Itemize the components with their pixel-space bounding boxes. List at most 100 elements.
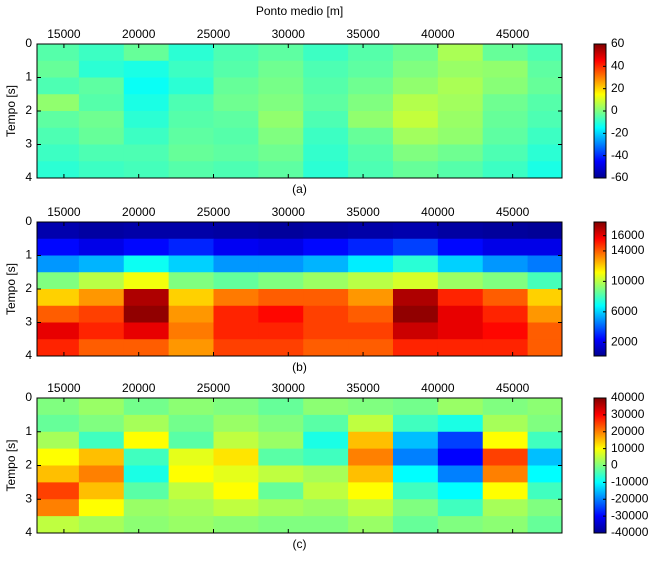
heat-cell (348, 516, 394, 534)
heat-cell (392, 60, 439, 78)
heat-cell (213, 516, 259, 534)
y-tick-label: 0 (25, 214, 32, 228)
x-tick-label: 40000 (421, 27, 455, 41)
colorbar-tick-label: 6000 (611, 304, 638, 318)
heat-cell (482, 339, 529, 357)
heat-cell (437, 289, 484, 307)
x-tick-label: 20000 (122, 27, 156, 41)
heat-cell (213, 272, 259, 290)
heat-cell (527, 339, 563, 357)
x-tick-label: 35000 (346, 27, 380, 41)
heat-cell (123, 322, 170, 340)
heat-cell (482, 77, 529, 95)
heat-cell (168, 482, 214, 500)
heat-cell (527, 499, 563, 517)
heat-cell (168, 161, 214, 179)
heat-cell (123, 222, 170, 240)
heat-cell (482, 499, 529, 517)
y-tick-label: 2 (25, 458, 32, 472)
heat-cell (78, 339, 125, 357)
heat-cell (437, 255, 484, 273)
heat-cell (213, 322, 259, 340)
heat-cell (303, 222, 349, 240)
heat-cell (482, 161, 529, 179)
heat-cell (348, 60, 394, 78)
heat-cell (348, 94, 394, 112)
heat-cell (78, 322, 125, 340)
heat-cell (437, 482, 484, 500)
heat-cell (213, 94, 259, 112)
heat-cell (437, 398, 484, 416)
heat-cell (123, 77, 170, 95)
heat-cell (78, 305, 125, 323)
heat-cell (258, 339, 304, 357)
heat-cell (303, 482, 349, 500)
y-axis-title: Tempo [s] (4, 439, 18, 491)
heat-cell (348, 222, 394, 240)
heat-cell (37, 77, 80, 95)
heat-cell (78, 144, 125, 162)
heat-cell (213, 238, 259, 256)
x-tick-label: 25000 (197, 381, 231, 395)
y-tick-label: 1 (25, 248, 32, 262)
heat-cell (78, 77, 125, 95)
heat-cell (392, 516, 439, 534)
colorbar-tick-label: 20000 (611, 424, 645, 438)
heat-cell (348, 465, 394, 483)
heat-cell (168, 60, 214, 78)
heat-cell (213, 398, 259, 416)
heat-cell (482, 272, 529, 290)
heat-cell (168, 144, 214, 162)
heat-cell (303, 289, 349, 307)
heat-cell (482, 238, 529, 256)
heat-cell (348, 44, 394, 62)
heat-cell (123, 60, 170, 78)
heat-cell (123, 448, 170, 466)
heat-cell (527, 161, 563, 179)
caption: (a) (292, 182, 307, 196)
colorbar-tick-label: 0 (611, 458, 618, 472)
heat-cell (213, 414, 259, 433)
heat-cell (258, 44, 304, 62)
heat-cell (213, 60, 259, 78)
colorbar-tick-label: -40000 (611, 525, 649, 539)
heat-cell (258, 305, 304, 323)
heat-cell (37, 255, 80, 273)
heat-cell (303, 94, 349, 112)
heat-cell (437, 499, 484, 517)
heat-cell (348, 398, 394, 416)
heat-cell (348, 77, 394, 95)
heat-cell (303, 111, 349, 129)
heat-cell (258, 322, 304, 340)
heat-cell (392, 289, 439, 307)
heat-cell (213, 482, 259, 500)
heat-cell (527, 431, 563, 450)
colorbar-tick-label: 40 (611, 59, 625, 73)
heat-cell (437, 44, 484, 62)
colorbar-tick-label: 2000 (611, 334, 638, 348)
heat-cell (258, 111, 304, 129)
colorbar-tick-label: -60 (611, 170, 629, 184)
heat-cell (482, 111, 529, 129)
heat-cell (527, 305, 563, 323)
heat-cell (392, 94, 439, 112)
heat-cell (37, 238, 80, 256)
colorbar (593, 221, 607, 357)
heat-cell (482, 289, 529, 307)
heat-cell (303, 431, 349, 450)
heat-cell (37, 414, 80, 433)
heat-cell (213, 448, 259, 466)
heat-cell (392, 77, 439, 95)
heat-cell (258, 398, 304, 416)
colorbar-tick-label: -30000 (611, 508, 649, 522)
heat-cell (392, 499, 439, 517)
heat-cell (348, 482, 394, 500)
heat-cell (392, 431, 439, 450)
heat-cell (258, 431, 304, 450)
heat-cell (37, 94, 80, 112)
x-tick-label: 15000 (47, 27, 81, 41)
heat-cell (258, 238, 304, 256)
heat-cell (258, 94, 304, 112)
heat-cell (527, 398, 563, 416)
y-tick-label: 2 (25, 281, 32, 295)
